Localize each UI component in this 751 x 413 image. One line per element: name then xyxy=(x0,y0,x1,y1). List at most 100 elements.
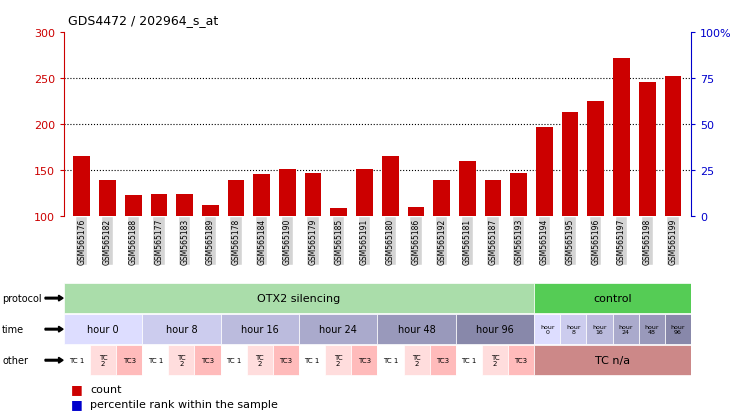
Bar xyxy=(665,77,681,217)
Bar xyxy=(64,345,90,375)
Text: GSM565182: GSM565182 xyxy=(103,218,112,264)
Text: GSM565193: GSM565193 xyxy=(514,218,523,264)
Bar xyxy=(484,180,502,217)
Bar xyxy=(534,283,691,313)
Text: hour
24: hour 24 xyxy=(618,324,633,335)
Text: GSM565198: GSM565198 xyxy=(643,218,652,264)
Bar xyxy=(356,170,373,217)
Bar xyxy=(562,113,578,217)
Bar xyxy=(305,173,321,217)
Bar xyxy=(665,315,691,344)
Text: TC
2: TC 2 xyxy=(412,354,421,367)
Bar xyxy=(638,315,665,344)
Bar xyxy=(221,315,299,344)
Text: hour
96: hour 96 xyxy=(671,324,685,335)
Bar xyxy=(142,345,168,375)
Text: hour 24: hour 24 xyxy=(319,324,357,335)
Bar xyxy=(408,208,424,217)
Bar xyxy=(142,315,221,344)
Text: hour 96: hour 96 xyxy=(476,324,514,335)
Text: hour 48: hour 48 xyxy=(398,324,436,335)
Bar xyxy=(587,102,605,217)
Bar xyxy=(459,161,475,217)
Bar xyxy=(299,345,325,375)
Bar xyxy=(511,173,527,217)
Text: time: time xyxy=(2,324,24,335)
Bar xyxy=(64,315,142,344)
Bar xyxy=(378,315,456,344)
Text: GSM565176: GSM565176 xyxy=(77,218,86,264)
Text: hour 8: hour 8 xyxy=(166,324,198,335)
Text: TC
2: TC 2 xyxy=(490,354,499,367)
Text: GSM565197: GSM565197 xyxy=(617,218,626,264)
Text: GSM565190: GSM565190 xyxy=(283,218,292,264)
Text: TC n/a: TC n/a xyxy=(595,355,630,366)
Bar xyxy=(534,315,560,344)
Text: TC3: TC3 xyxy=(201,357,214,363)
Text: OTX2 silencing: OTX2 silencing xyxy=(258,293,341,304)
Bar xyxy=(74,157,90,217)
Bar xyxy=(99,180,116,217)
Bar xyxy=(536,128,553,217)
Bar xyxy=(176,195,193,217)
Bar xyxy=(90,345,116,375)
Text: GSM565179: GSM565179 xyxy=(309,218,318,264)
Bar xyxy=(430,345,456,375)
Text: TC3: TC3 xyxy=(122,357,136,363)
Bar xyxy=(168,345,195,375)
Text: hour 0: hour 0 xyxy=(87,324,119,335)
Bar xyxy=(202,206,219,217)
Text: TC 1: TC 1 xyxy=(461,357,477,363)
Bar xyxy=(403,345,430,375)
Text: TC
2: TC 2 xyxy=(98,354,107,367)
Bar xyxy=(456,345,482,375)
Text: GSM565177: GSM565177 xyxy=(155,218,164,264)
Text: GSM565183: GSM565183 xyxy=(180,218,189,264)
Text: GSM565188: GSM565188 xyxy=(128,218,137,264)
Text: GSM565178: GSM565178 xyxy=(231,218,240,264)
Bar xyxy=(508,345,534,375)
Bar xyxy=(228,180,244,217)
Text: TC 1: TC 1 xyxy=(304,357,320,363)
Bar xyxy=(382,156,399,217)
Text: hour
0: hour 0 xyxy=(540,324,554,335)
Text: GSM565191: GSM565191 xyxy=(360,218,369,264)
Text: GSM565180: GSM565180 xyxy=(386,218,395,264)
Text: hour
16: hour 16 xyxy=(593,324,607,335)
Text: GSM565192: GSM565192 xyxy=(437,218,446,264)
Text: GSM565184: GSM565184 xyxy=(258,218,266,264)
Text: ■: ■ xyxy=(71,397,83,410)
Bar xyxy=(195,345,221,375)
Text: TC3: TC3 xyxy=(436,357,449,363)
Text: percentile rank within the sample: percentile rank within the sample xyxy=(90,399,278,409)
Bar xyxy=(351,345,378,375)
Text: control: control xyxy=(593,293,632,304)
Bar xyxy=(587,315,613,344)
Text: TC 1: TC 1 xyxy=(148,357,163,363)
Text: GSM565181: GSM565181 xyxy=(463,218,472,264)
Text: TC3: TC3 xyxy=(514,357,528,363)
Bar xyxy=(613,315,638,344)
Text: other: other xyxy=(2,355,29,366)
Text: TC 1: TC 1 xyxy=(69,357,85,363)
Text: GSM565185: GSM565185 xyxy=(334,218,343,264)
Text: TC3: TC3 xyxy=(357,357,371,363)
Bar xyxy=(116,345,142,375)
Text: TC 1: TC 1 xyxy=(383,357,398,363)
Bar xyxy=(456,315,534,344)
Bar xyxy=(534,345,691,375)
Bar xyxy=(64,283,534,313)
Bar xyxy=(325,345,351,375)
Text: GSM565195: GSM565195 xyxy=(566,218,575,264)
Bar xyxy=(560,315,587,344)
Text: protocol: protocol xyxy=(2,293,42,304)
Bar xyxy=(247,345,273,375)
Text: hour
48: hour 48 xyxy=(644,324,659,335)
Text: TC
2: TC 2 xyxy=(177,354,185,367)
Bar xyxy=(273,345,299,375)
Bar xyxy=(482,345,508,375)
Text: TC3: TC3 xyxy=(279,357,292,363)
Bar xyxy=(613,59,630,217)
Text: count: count xyxy=(90,384,122,394)
Bar xyxy=(330,209,347,217)
